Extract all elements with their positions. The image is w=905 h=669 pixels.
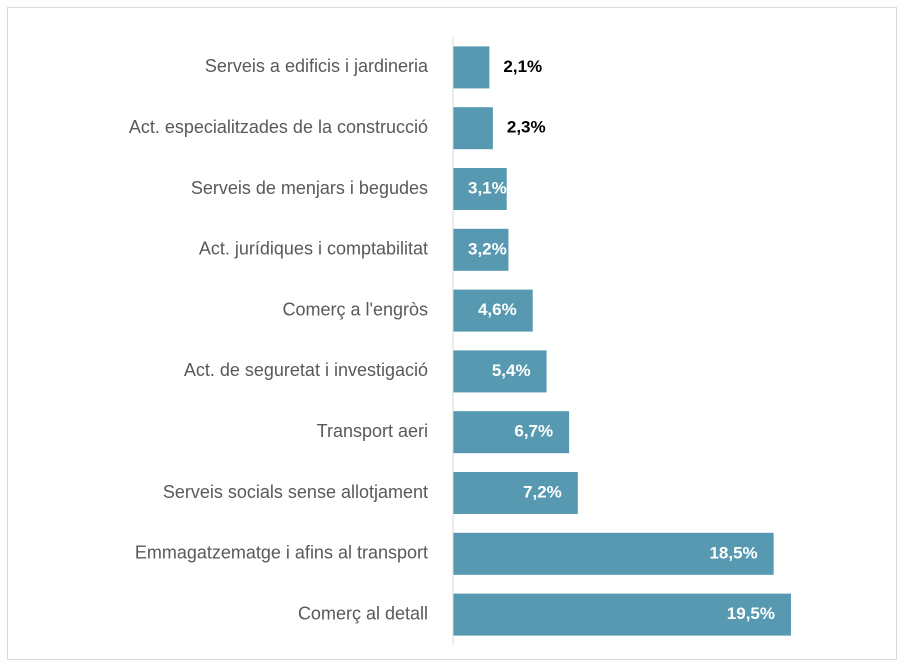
category-label: Serveis a edificis i jardineria (205, 56, 429, 76)
value-label: 6,7% (514, 422, 553, 441)
value-label: 2,3% (507, 118, 546, 137)
category-label: Act. de seguretat i investigació (184, 360, 428, 380)
category-label: Comerç al detall (298, 603, 428, 623)
category-label: Emmagatzematge i afins al transport (135, 543, 428, 563)
bar (453, 593, 791, 636)
bar (453, 411, 570, 454)
value-label: 2,1% (503, 57, 542, 76)
bar (453, 289, 533, 332)
bar (453, 46, 490, 89)
category-label: Act. especialitzades de la construcció (129, 117, 428, 137)
value-label: 19,5% (727, 604, 775, 623)
value-label: 3,1% (468, 178, 507, 197)
bar (453, 472, 578, 514)
bar (453, 107, 493, 150)
category-label: Act. jurídiques i comptabilitat (199, 239, 428, 259)
bar (453, 350, 547, 393)
category-label: Comerç a l'engròs (283, 299, 429, 319)
bar (453, 168, 507, 210)
value-label: 5,4% (492, 361, 531, 380)
category-label: Serveis socials sense allotjament (163, 482, 428, 502)
value-label: 7,2% (523, 482, 562, 501)
value-label: 3,2% (468, 239, 507, 258)
value-label: 18,5% (709, 543, 757, 562)
value-label: 4,6% (478, 300, 517, 319)
category-label: Serveis de menjars i begudes (191, 178, 428, 198)
category-label: Transport aeri (317, 421, 428, 441)
bar (453, 228, 509, 271)
bar (453, 532, 774, 575)
